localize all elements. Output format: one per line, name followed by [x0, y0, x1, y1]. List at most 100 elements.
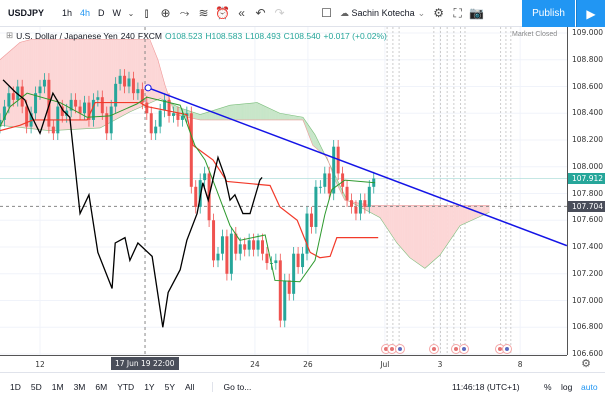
ichimoku-cloud-segment: [155, 54, 159, 101]
candle: [220, 229, 224, 261]
indicators-icon[interactable]: ≋: [198, 6, 209, 20]
candle: [172, 106, 175, 123]
timeframe-w[interactable]: W: [112, 8, 122, 18]
legend-source[interactable]: FXCM: [137, 30, 162, 41]
ichimoku-cloud-segment: [148, 39, 152, 104]
candle-body: [51, 126, 55, 134]
ichimoku-cloud-segment: [282, 113, 285, 121]
ichimoku-cloud-segment: [420, 205, 423, 268]
candle-body: [131, 78, 135, 94]
expand-icon[interactable]: ⛶: [453, 5, 462, 20]
candle-body: [180, 115, 184, 120]
last-price-tag: 107.912: [568, 173, 605, 185]
ichimoku-cloud-segment: [484, 205, 488, 215]
candle-body: [296, 253, 300, 268]
timeframe-1h[interactable]: 1h: [62, 8, 73, 18]
auto-toggle[interactable]: auto: [581, 382, 598, 392]
candle: [118, 69, 122, 91]
undo-icon[interactable]: ↶: [255, 6, 266, 20]
ichimoku-cloud-segment: [275, 111, 279, 121]
replay-icon[interactable]: «: [238, 6, 245, 20]
range-1m[interactable]: 1M: [51, 382, 64, 392]
ichimoku-cloud-segment: [460, 205, 463, 226]
camera-icon[interactable]: 📷: [469, 6, 485, 20]
candle-body: [29, 113, 33, 127]
candle: [243, 237, 247, 257]
timeframe-4h[interactable]: 4h: [80, 8, 91, 18]
price-tick-label: 108.000: [572, 161, 604, 171]
range-5d[interactable]: 5D: [30, 382, 42, 392]
time-tick-label: 24: [250, 360, 260, 369]
range-all[interactable]: All: [185, 382, 195, 392]
candle: [167, 93, 171, 123]
economic-event-flag-icon: [454, 347, 458, 351]
candle-body: [203, 173, 207, 181]
candle: [229, 226, 233, 281]
candle-body: [176, 113, 180, 120]
ichimoku-cloud-segment: [431, 205, 434, 263]
candle: [109, 99, 113, 140]
price-chart[interactable]: [0, 27, 567, 355]
candle: [305, 206, 309, 261]
ichimoku-cloud-segment: [411, 205, 414, 261]
time-axis[interactable]: 17 Jun 19 22:00 12 24 26 Jul 3 8: [0, 355, 567, 372]
timeframe-d[interactable]: D: [98, 8, 105, 18]
bottom-toolbar: 1D 5D 1M 3M 6M YTD 1Y 5Y All Go to... 11…: [0, 372, 605, 401]
range-1d[interactable]: 1D: [10, 382, 21, 392]
candle: [131, 71, 135, 100]
play-icon[interactable]: ▶: [576, 0, 605, 27]
candle-body: [140, 89, 144, 103]
candle: [296, 247, 300, 274]
ichimoku-cloud-segment: [398, 205, 401, 248]
candle-body: [189, 113, 193, 187]
clock-timezone[interactable]: 11:46:18 (UTC+1): [452, 382, 520, 392]
log-toggle[interactable]: log: [561, 382, 573, 392]
fullscreen-square-icon[interactable]: ☐: [321, 6, 332, 20]
candle-style-icon[interactable]: ⫾: [144, 5, 149, 20]
ichimoku-cloud-segment: [204, 112, 208, 121]
price-tick-label: 108.200: [572, 135, 604, 144]
chevron-down-icon[interactable]: ⌄: [127, 8, 135, 18]
economic-event-flag-icon: [390, 347, 394, 351]
axis-settings-gear-icon[interactable]: ⚙: [581, 357, 591, 370]
candle: [16, 79, 20, 107]
range-1y[interactable]: 1Y: [144, 382, 155, 392]
range-6m[interactable]: 6M: [95, 382, 108, 392]
symbol-search[interactable]: USDJPY: [8, 8, 45, 18]
candle: [238, 237, 242, 261]
ichimoku-cloud-segment: [438, 205, 441, 257]
redo-icon[interactable]: ↷: [274, 6, 285, 20]
ichimoku-cloud-segment: [413, 205, 417, 263]
add-indicator-icon[interactable]: ⊕: [160, 6, 171, 20]
candle: [114, 77, 118, 114]
candle: [140, 82, 144, 110]
layout-user-menu[interactable]: ☁ Sachin Kotecha ⌄: [340, 8, 425, 19]
ichimoku-cloud-segment: [235, 104, 239, 121]
ichimoku-cloud-segment: [391, 205, 394, 239]
settings-gear-icon[interactable]: ⚙: [433, 6, 445, 20]
candle: [47, 73, 51, 134]
range-ytd[interactable]: YTD: [117, 382, 135, 392]
publish-button[interactable]: Publish: [522, 0, 575, 27]
percent-toggle[interactable]: %: [544, 382, 552, 392]
price-axis[interactable]: 109.000 108.800 108.600 108.400 108.200 108.0…: [567, 27, 605, 358]
ichimoku-cloud-segment: [273, 110, 277, 121]
crosshair-time-label: 17 Jun 19 22:00: [111, 357, 179, 370]
price-tick-label: 109.000: [572, 28, 604, 37]
alert-clock-icon[interactable]: ⏰: [215, 6, 230, 20]
ichimoku-cloud-segment: [406, 205, 410, 258]
candle: [87, 95, 91, 127]
ichimoku-cloud-segment: [422, 205, 426, 269]
goto-button[interactable]: Go to...: [212, 382, 251, 392]
compare-icon[interactable]: ⤳: [179, 5, 190, 20]
ichimoku-cloud-segment: [449, 205, 452, 242]
candle: [367, 180, 371, 214]
candle: [341, 166, 345, 194]
candle-body: [256, 240, 260, 250]
expand-legend-icon[interactable]: ⊞: [6, 30, 14, 40]
candle-body: [261, 240, 264, 254]
ichimoku-cloud-segment: [480, 205, 483, 217]
range-3m[interactable]: 3M: [73, 382, 86, 392]
range-5y[interactable]: 5Y: [164, 382, 175, 392]
candle: [163, 93, 167, 118]
